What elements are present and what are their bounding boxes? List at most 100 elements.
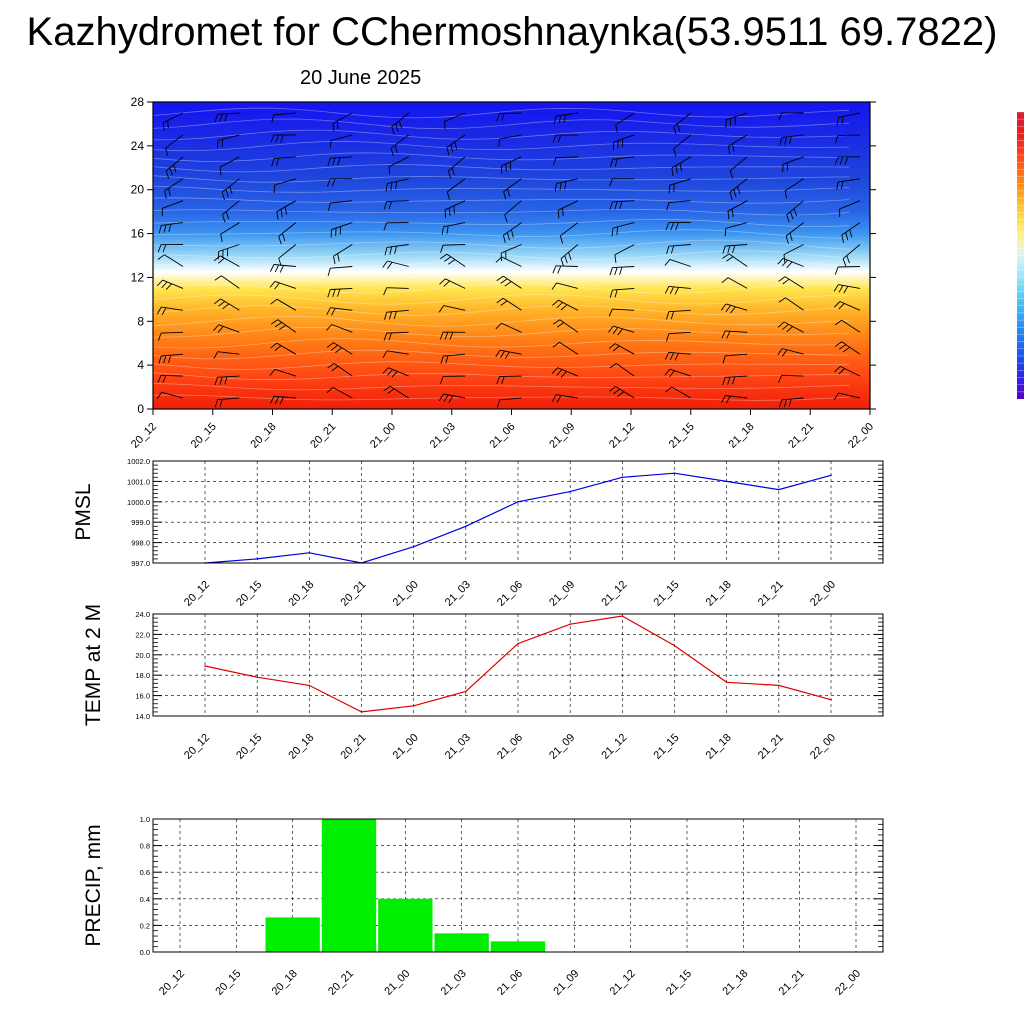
wind-barb (729, 156, 748, 179)
wind-barb (165, 134, 184, 156)
y-tick-label: 999.0 (131, 518, 150, 527)
data-point (308, 684, 311, 687)
y-tick-label: 4 (137, 358, 144, 372)
wind-barb (384, 244, 409, 256)
wind-barb (439, 331, 466, 340)
x-tick-label: 21_18 (720, 968, 750, 998)
wind-barb (496, 375, 522, 385)
wind-barb (220, 222, 240, 243)
wind-barb (727, 134, 748, 155)
wind-barb (384, 309, 409, 320)
wind-barb (221, 178, 240, 201)
x-tick-label: 21_03 (443, 732, 473, 762)
wind-barb (834, 266, 861, 275)
x-tick-label: 22_00 (846, 421, 876, 451)
wind-barb (326, 342, 353, 355)
wind-barb (778, 112, 804, 121)
data-point (778, 488, 780, 491)
x-tick-label: 20_12 (129, 421, 159, 451)
panel-frame (152, 818, 884, 953)
wind-barb (722, 244, 748, 254)
wind-barb (834, 319, 861, 333)
y-tick-label: 1000.0 (127, 498, 150, 507)
wind-barb (553, 112, 578, 124)
wind-barb (270, 342, 297, 355)
y-tick-label: 0.2 (140, 921, 150, 930)
x-tick-label: 20_18 (270, 968, 300, 998)
x-tick-label: 21_00 (368, 421, 398, 451)
wind-barb (219, 156, 240, 176)
wind-barb (213, 351, 240, 360)
data-point (569, 623, 571, 625)
wind-barb (440, 353, 466, 364)
wind-barb (446, 178, 466, 200)
wind-barb (722, 253, 748, 267)
contour-line (153, 372, 850, 381)
x-tick-label: 20_15 (234, 732, 264, 762)
contour-line (153, 315, 850, 327)
wind-barb (666, 200, 691, 211)
wind-barb (836, 112, 861, 126)
x-tick-label: 21_09 (551, 968, 581, 998)
wind-barb (385, 178, 409, 192)
wind-barb (496, 275, 522, 289)
wind-barb (841, 222, 861, 243)
wind-barb (551, 394, 578, 403)
wind-barb (327, 287, 353, 298)
wind-barb (214, 275, 240, 289)
wind-barb (608, 325, 635, 336)
contour-lines (153, 107, 850, 401)
wind-barb (382, 367, 409, 378)
chart-title: Kazhydromet for CChermoshnaynka(53.9511 … (26, 10, 998, 54)
wind-barb (503, 178, 522, 200)
wind-barb (383, 200, 409, 210)
wind-barb (213, 324, 240, 333)
wind-barb (665, 309, 691, 320)
x-tick-label: 21_15 (652, 732, 682, 762)
x-tick-label: 21_03 (428, 421, 458, 451)
y-tick-label: 18.0 (135, 671, 150, 680)
wind-barb (440, 244, 466, 253)
wind-barb (332, 112, 353, 132)
contour-line (153, 118, 850, 130)
wind-barb (834, 156, 861, 165)
data-point (621, 615, 624, 617)
x-tick-label: 20_15 (189, 421, 219, 451)
wind-barb (609, 200, 635, 210)
wind-barb (329, 134, 353, 149)
wind-barb (495, 322, 522, 333)
wind-barb (326, 324, 353, 333)
wind-barb (834, 365, 861, 377)
wind-barb (326, 178, 353, 187)
data-point (569, 490, 571, 493)
x-tick-label: 21_06 (488, 421, 518, 451)
y-axis-label: PRECIP, mm (82, 824, 105, 946)
wind-barb (727, 200, 748, 220)
x-tick-label: 20_18 (286, 579, 316, 609)
wind-barb (278, 222, 297, 245)
x-tick-label: 22_00 (833, 968, 863, 998)
wind-barb (156, 279, 184, 290)
x-tick-label: 20_21 (326, 968, 356, 998)
wind-barb (785, 222, 804, 244)
wind-barb (498, 134, 522, 147)
wind-barb (439, 278, 466, 289)
wind-barb (326, 387, 353, 399)
wind-barb (725, 112, 748, 128)
contour-line (153, 250, 850, 261)
wind-barb (383, 385, 409, 399)
x-tick-label: 21_00 (391, 732, 421, 762)
wind-barb (777, 348, 804, 357)
pmsl-panel: 997.0 998.0 999.0 1000.0 1001.0 1002.0 20_12 20… (72, 457, 884, 609)
x-tick-label: 21_15 (664, 968, 694, 998)
wind-barb (615, 112, 635, 133)
wind-barb (327, 156, 353, 166)
heatmap-field (153, 102, 870, 409)
contour-line (153, 175, 850, 183)
data-point (673, 644, 676, 647)
wind-barb (664, 351, 691, 361)
wind-barb (158, 353, 184, 364)
wind-barb (836, 178, 861, 190)
wind-barb (269, 264, 296, 273)
data-point (412, 705, 415, 707)
